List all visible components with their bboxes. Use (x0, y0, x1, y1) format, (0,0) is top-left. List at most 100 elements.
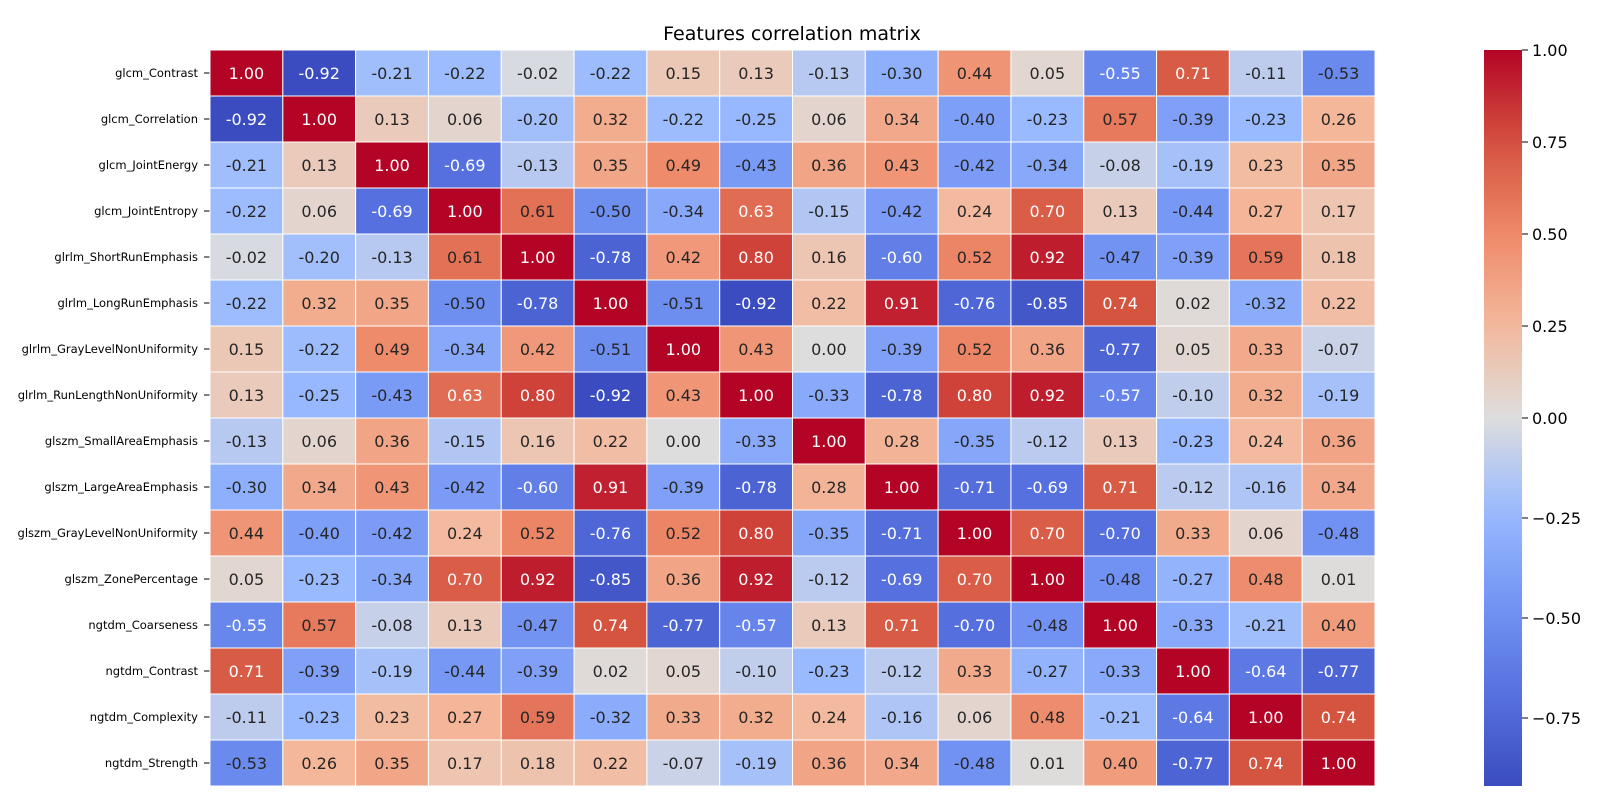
heatmap-cell (355, 463, 429, 511)
cell-value-label: 0.22 (1321, 294, 1357, 313)
heatmap-cell (792, 233, 866, 281)
heatmap-cell (500, 509, 575, 557)
heatmap-cell (282, 739, 357, 787)
heatmap-cell (427, 509, 502, 557)
heatmap-cell (1301, 233, 1376, 281)
cell-value-label: 0.24 (447, 524, 483, 543)
heatmap-cell (1156, 739, 1230, 787)
heatmap-cell (864, 371, 939, 419)
cell-value-label: 0.70 (1030, 524, 1066, 543)
heatmap-cell (1083, 739, 1158, 787)
cell-value-label: -0.39 (517, 662, 558, 681)
heatmap-cell (1083, 187, 1158, 235)
heatmap-cell (1301, 325, 1376, 373)
heatmap-cell (209, 463, 284, 511)
heatmap-cell (282, 693, 357, 741)
heatmap-cell (1010, 509, 1085, 557)
cell-value-label: 0.70 (447, 570, 483, 589)
cell-value-label: 0.01 (1030, 754, 1066, 773)
cell-value-label: -0.39 (1172, 248, 1213, 267)
cell-value-label: 0.61 (447, 248, 483, 267)
heatmap-cell (864, 141, 939, 189)
cell-value-label: 0.70 (957, 570, 993, 589)
cell-value-label: -0.51 (590, 340, 631, 359)
heatmap-cell (1301, 141, 1376, 189)
heatmap-cell (1156, 601, 1230, 649)
heatmap-cell (427, 325, 502, 373)
cell-value-label: 0.22 (593, 432, 629, 451)
cell-value-label: 0.18 (1321, 248, 1357, 267)
heatmap-cell (1083, 601, 1158, 649)
heatmap-cell (1156, 463, 1230, 511)
cell-value-label: 0.33 (957, 662, 993, 681)
cell-value-label: 0.32 (738, 708, 774, 727)
cell-value-label: -0.40 (954, 110, 995, 129)
cell-value-label: -0.92 (590, 386, 631, 405)
cell-value-label: -0.23 (808, 662, 849, 681)
heatmap-cell (792, 509, 866, 557)
cell-value-label: 1.00 (229, 64, 265, 83)
heatmap-cell (500, 95, 575, 143)
cell-value-label: -0.13 (517, 156, 558, 175)
row-label: glszm_SmallAreaEmphasis (45, 434, 198, 448)
cell-value-label: 1.00 (957, 524, 993, 543)
cell-value-label: -0.25 (299, 386, 340, 405)
heatmap-cell (1083, 325, 1158, 373)
heatmap-cell (1301, 693, 1376, 741)
cell-value-label: -0.92 (735, 294, 776, 313)
heatmap-cell (646, 693, 721, 741)
heatmap-cell (573, 693, 648, 741)
cell-value-label: 0.18 (520, 754, 556, 773)
cell-value-label: -0.11 (226, 708, 267, 727)
cell-value-label: -0.08 (1099, 156, 1140, 175)
cell-value-label: -0.10 (735, 662, 776, 681)
heatmap-cell (1010, 95, 1085, 143)
cell-value-label: 0.40 (1102, 754, 1138, 773)
heatmap-cell (1083, 463, 1158, 511)
heatmap-cell (719, 187, 793, 235)
cell-value-label: 0.35 (374, 294, 410, 313)
heatmap-cell (1301, 555, 1376, 603)
cell-value-label: -0.48 (1027, 616, 1068, 635)
cell-value-label: -0.08 (371, 616, 412, 635)
heatmap-cell (937, 141, 1012, 189)
heatmap-cell (864, 555, 939, 603)
cell-value-label: 0.26 (1321, 110, 1357, 129)
cell-value-label: 0.17 (447, 754, 483, 773)
cell-value-label: -0.23 (1027, 110, 1068, 129)
heatmap-cell (500, 325, 575, 373)
cell-value-label: 1.00 (520, 248, 556, 267)
heatmap-cell (1228, 49, 1303, 97)
cell-value-label: 0.00 (811, 340, 847, 359)
cell-value-label: 0.36 (811, 754, 847, 773)
cell-value-label: -0.27 (1027, 662, 1068, 681)
heatmap-cell (646, 371, 721, 419)
heatmap-cell (427, 739, 502, 787)
row-label: glszm_LargeAreaEmphasis (44, 480, 198, 494)
cell-value-label: 1.00 (738, 386, 774, 405)
cell-value-label: -0.78 (517, 294, 558, 313)
cell-value-label: -0.35 (954, 432, 995, 451)
row-label: glrlm_RunLengthNonUniformity (18, 388, 198, 402)
heatmap-cell (646, 601, 721, 649)
cell-value-label: -0.22 (663, 110, 704, 129)
cell-value-label: 1.00 (374, 156, 410, 175)
cell-value-label: 0.74 (1248, 754, 1284, 773)
cell-value-label: -0.30 (881, 64, 922, 83)
heatmap-cell (500, 49, 575, 97)
cell-value-label: 0.49 (665, 156, 701, 175)
cell-value-label: -0.33 (808, 386, 849, 405)
heatmap-cell (1010, 141, 1085, 189)
cell-value-label: -0.25 (735, 110, 776, 129)
heatmap-cell (209, 647, 284, 695)
cell-value-label: 0.02 (593, 662, 629, 681)
cell-value-label: -0.30 (226, 478, 267, 497)
cell-value-label: -0.12 (881, 662, 922, 681)
cell-value-label: 0.92 (1030, 248, 1066, 267)
heatmap-cell (937, 555, 1012, 603)
row-label: glrlm_LongRunEmphasis (57, 296, 198, 310)
cell-value-label: -0.42 (371, 524, 412, 543)
heatmap-cell (1301, 187, 1376, 235)
cell-value-label: -0.57 (1099, 386, 1140, 405)
heatmap-cell (646, 509, 721, 557)
